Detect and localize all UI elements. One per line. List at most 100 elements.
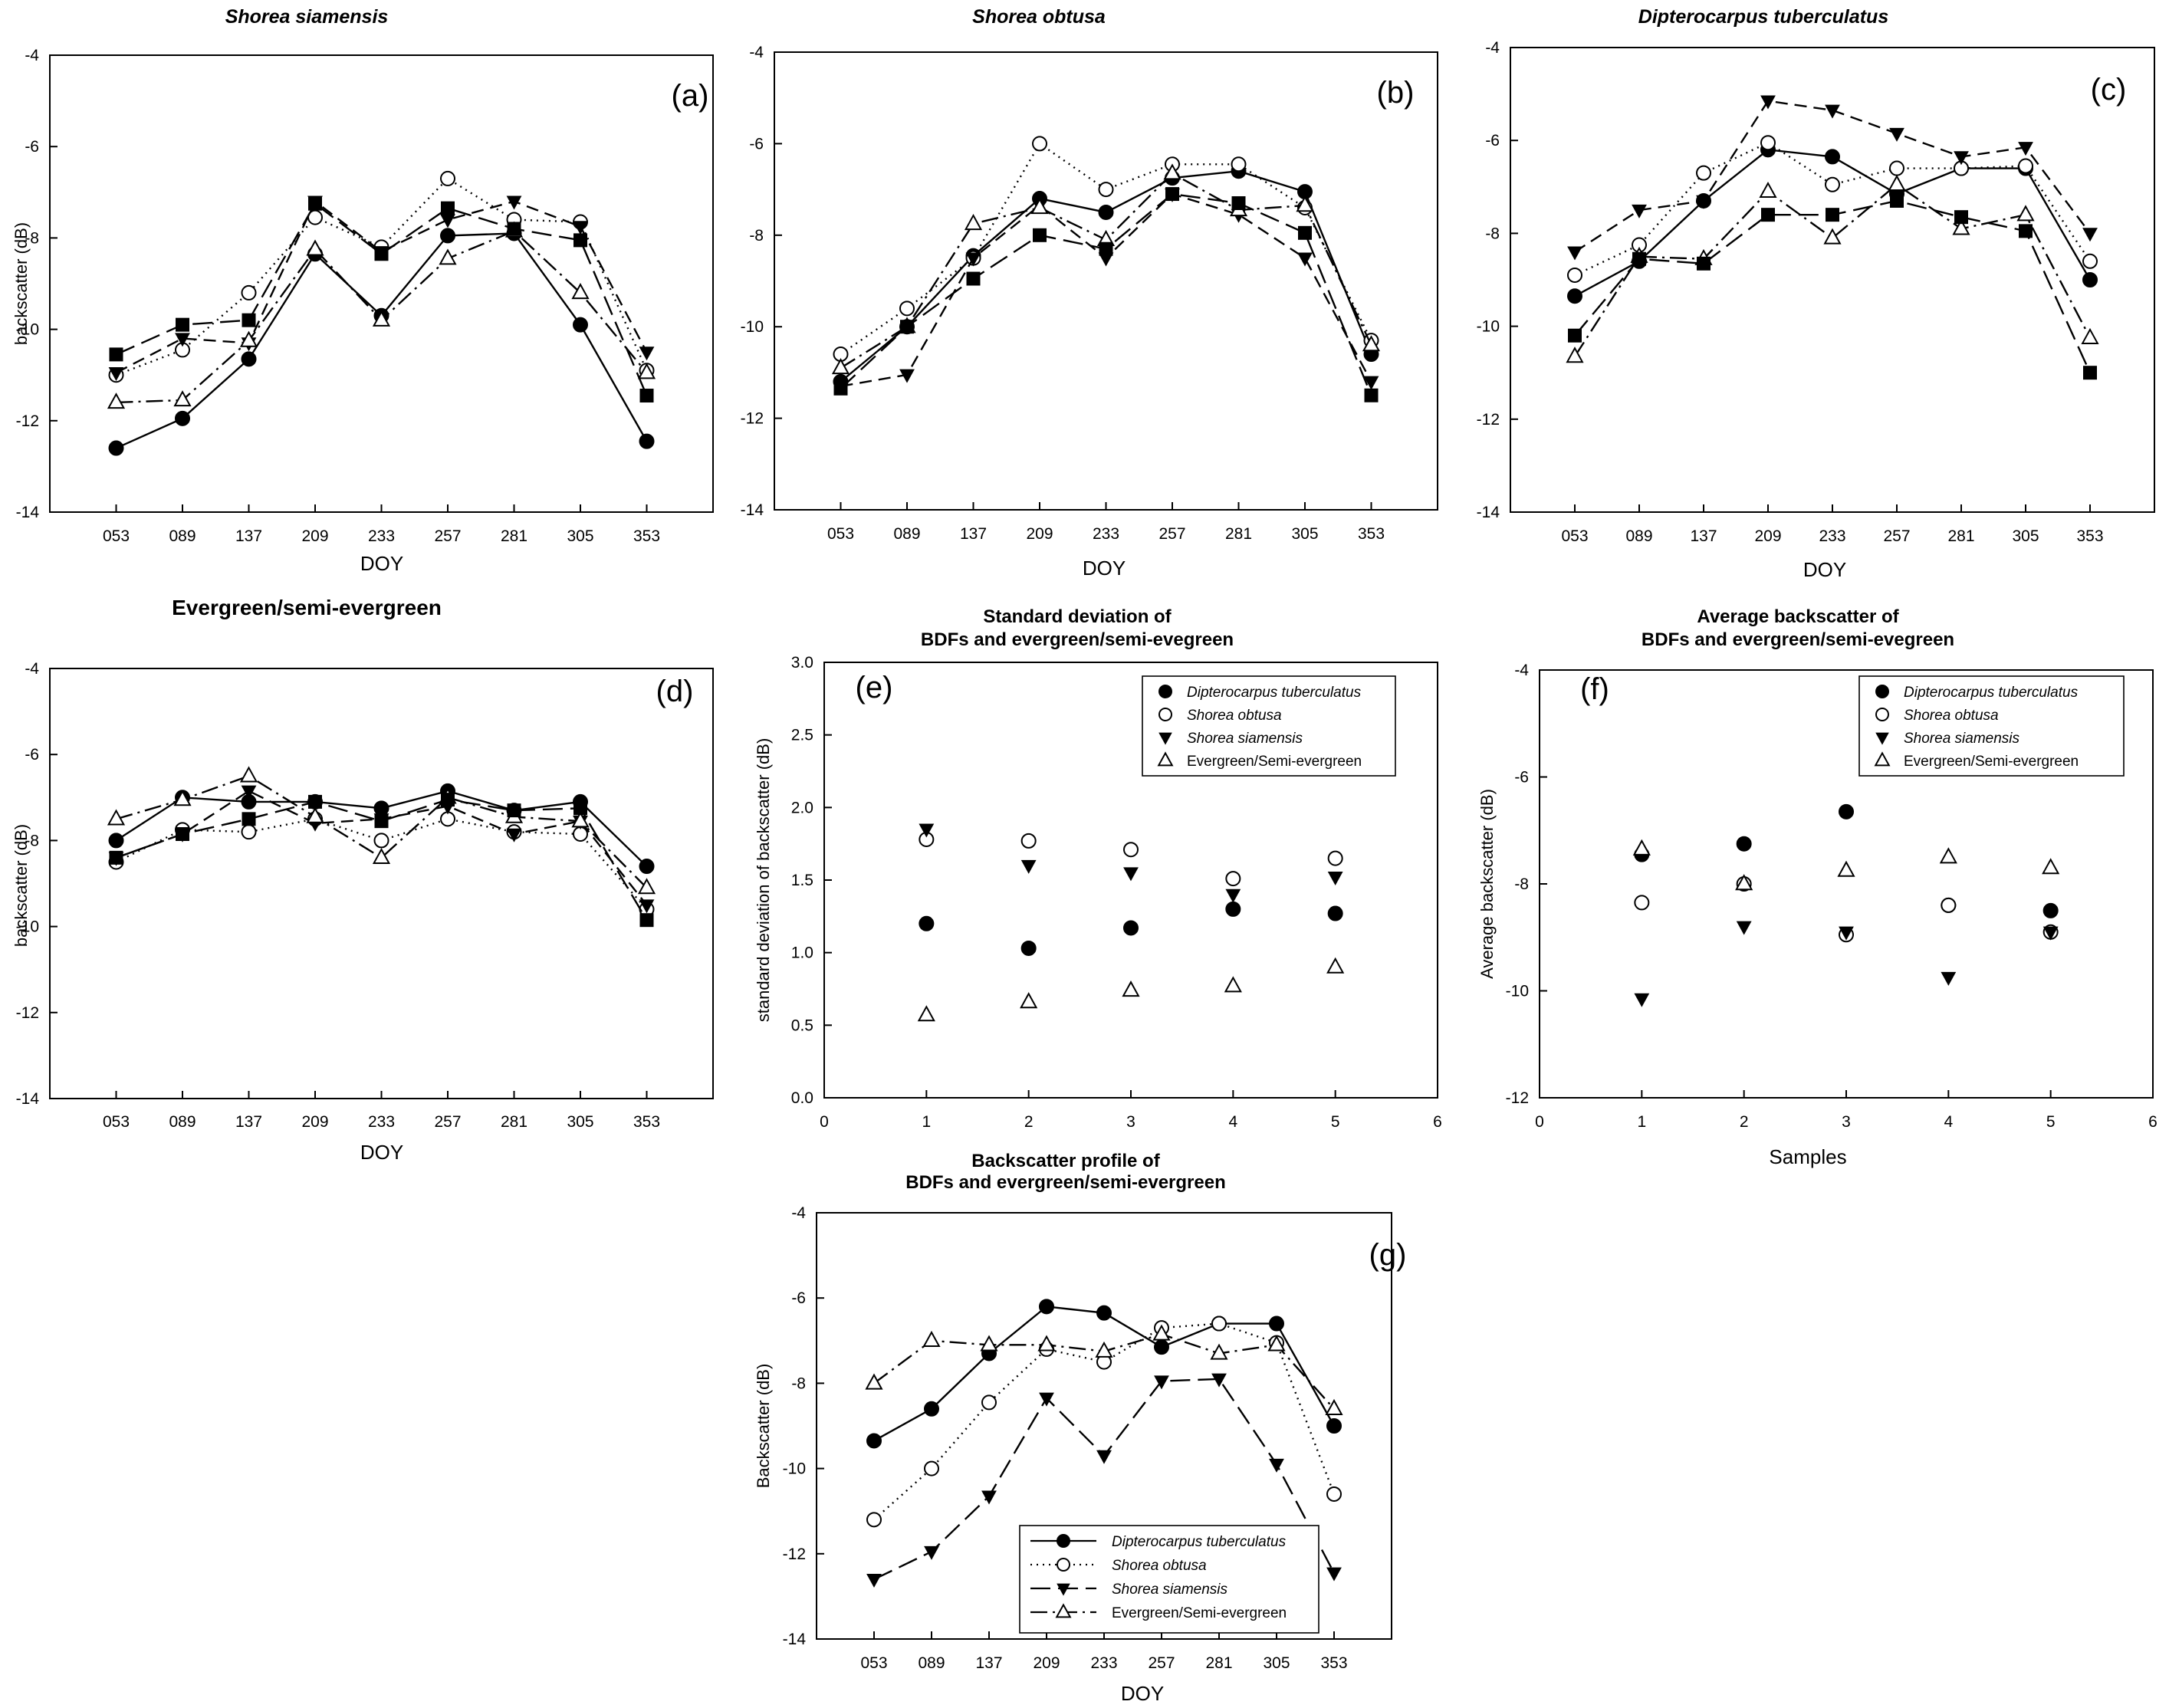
data-point (1212, 1317, 1226, 1331)
chart-title: Evergreen/semi-evergreen (172, 596, 442, 619)
y-tick-label: -14 (1477, 504, 1500, 521)
x-tick-label: 053 (860, 1654, 887, 1672)
data-point (640, 389, 654, 402)
y-tick-label: -4 (1485, 39, 1500, 57)
data-point (508, 803, 521, 817)
y-tick-label: 0.0 (791, 1089, 813, 1107)
chart-e: Standard deviation ofBDFs and evergreen/… (721, 590, 1457, 1181)
data-point (1697, 166, 1711, 180)
data-point (1568, 268, 1582, 282)
chart-f: Average backscatter ofBDFs and evergreen… (1441, 590, 2169, 1181)
data-point (1634, 841, 1649, 855)
data-point (1165, 187, 1179, 201)
data-point (374, 849, 389, 863)
x-tick-label: 233 (368, 1113, 395, 1131)
series-line (1575, 201, 2090, 373)
y-axis-label: standard deviation of backscatter (dB) (754, 738, 773, 1023)
data-point (640, 859, 654, 873)
data-point (1761, 136, 1775, 149)
data-point (866, 1375, 882, 1389)
legend-marker (1876, 708, 1888, 721)
legend: Dipterocarpus tuberculatus Shorea obtusa S… (1142, 676, 1395, 776)
legend-label: Shorea obtusa (1187, 708, 1282, 724)
data-point (375, 247, 389, 261)
data-point (1225, 889, 1241, 903)
y-tick-label: -12 (1477, 411, 1500, 429)
data-point (967, 272, 981, 286)
x-tick-label: 137 (975, 1654, 1002, 1672)
data-point (1760, 183, 1776, 197)
y-tick-label: -12 (1506, 1089, 1529, 1107)
data-point (175, 392, 190, 406)
legend-marker (1876, 685, 1888, 698)
series-3 (1634, 841, 2058, 889)
data-point (834, 382, 848, 396)
panel-letter: (c) (2091, 73, 2127, 107)
data-point (925, 1402, 938, 1416)
y-tick-label: -4 (749, 44, 764, 61)
data-point (1697, 257, 1711, 271)
data-point (110, 833, 123, 847)
legend-marker (1159, 685, 1172, 698)
y-tick-label: -12 (16, 1004, 39, 1022)
data-point (1826, 149, 1839, 163)
y-tick-label: -12 (16, 412, 39, 430)
x-tick-label: 353 (1320, 1654, 1347, 1672)
series-line (117, 202, 647, 373)
x-tick-label: 281 (501, 1113, 527, 1131)
plot-frame (50, 55, 713, 512)
data-point (1889, 176, 1904, 190)
chart-title: Backscatter profile of (971, 1151, 1160, 1171)
y-tick-label: -4 (1514, 662, 1529, 679)
series-line (841, 171, 1372, 382)
x-axis-label: DOY (360, 552, 403, 575)
data-point (1329, 907, 1342, 921)
data-point (242, 825, 256, 839)
data-point (1298, 226, 1312, 240)
series-3 (1567, 176, 2098, 362)
x-tick-label: 305 (1263, 1654, 1290, 1672)
x-tick-label: 281 (1205, 1654, 1232, 1672)
data-point (919, 1007, 934, 1020)
chart-g: Backscatter profile ofBDFs and evergreen… (721, 1150, 1457, 1708)
x-tick-label: 137 (1690, 527, 1717, 545)
data-point (375, 814, 389, 828)
x-tick-label: 257 (434, 1113, 461, 1131)
legend-label: Shorea obtusa (1112, 1558, 1207, 1574)
x-tick-label: 089 (918, 1654, 945, 1672)
data-point (1033, 228, 1047, 242)
legend-label: Dipterocarpus tuberculatus (1112, 1534, 1287, 1550)
panel-letter: (b) (1377, 76, 1415, 110)
data-point (1760, 95, 1776, 109)
series-0 (834, 164, 1379, 389)
data-point (1954, 210, 1968, 224)
x-tick-label: 1 (1637, 1113, 1646, 1131)
data-point (1022, 834, 1036, 848)
data-point (1889, 128, 1904, 142)
data-point (441, 793, 455, 806)
data-point (1097, 1306, 1111, 1320)
y-tick-label: -12 (783, 1545, 806, 1563)
data-point (1040, 1299, 1053, 1313)
x-tick-label: 089 (169, 527, 196, 545)
x-tick-label: 281 (501, 527, 527, 545)
series-line (874, 1306, 1334, 1440)
x-axis-label: DOY (1121, 1682, 1164, 1705)
chart-c: Dipterocarpus tuberculatus(c)-14-12-10-8… (1441, 0, 2169, 598)
data-point (981, 1337, 997, 1351)
y-tick-label: -8 (749, 227, 764, 245)
data-point (1225, 977, 1241, 991)
data-point (242, 286, 256, 300)
data-point (1365, 389, 1379, 402)
y-tick-label: -14 (741, 501, 764, 519)
data-point (2083, 273, 2097, 287)
y-axis-label: Backscatter (dB) (754, 1364, 773, 1489)
x-tick-label: 053 (103, 1113, 130, 1131)
data-point (110, 851, 123, 865)
data-point (573, 318, 587, 332)
data-point (2083, 255, 2097, 268)
x-tick-label: 353 (633, 1113, 660, 1131)
series-4 (110, 197, 654, 402)
data-point (1941, 898, 1955, 912)
data-point (866, 1574, 882, 1588)
